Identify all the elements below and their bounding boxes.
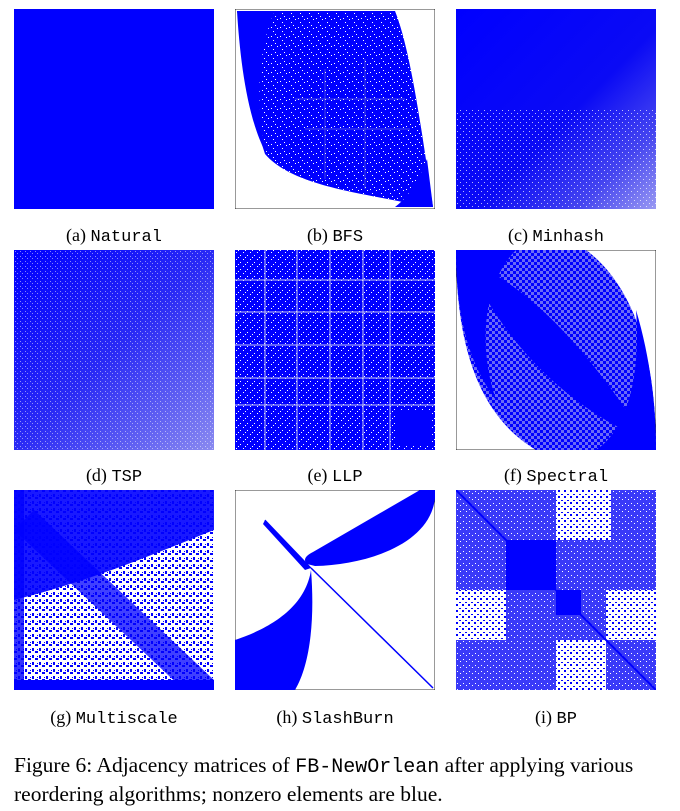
matrix-minhash-plot [456, 9, 656, 209]
matrix-bp [456, 490, 656, 690]
matrix-bfs [235, 9, 435, 209]
caption-bfs: (b) BFS [306, 225, 364, 247]
caption-tsp: (d) TSP [85, 465, 143, 487]
caption-minhash: (c) Minhash [508, 225, 604, 247]
dataset-name: FB-NewOrlean [295, 756, 440, 779]
matrix-bp-plot [456, 490, 656, 690]
matrix-llp [235, 250, 435, 450]
matrix-minhash [456, 9, 656, 209]
matrix-bfs-plot [235, 9, 435, 209]
figure-caption: Figure 6: Adjacency matrices of FB-NewOr… [14, 753, 634, 806]
caption-llp: (e) LLP [307, 465, 363, 487]
matrix-natural-plot [14, 9, 214, 209]
matrix-multiscale-plot [14, 490, 214, 690]
matrix-llp-plot [235, 250, 435, 450]
matrix-tsp [14, 250, 214, 450]
caption-multiscale: (g) Multiscale [50, 707, 178, 729]
matrix-slashburn [235, 490, 435, 690]
matrix-multiscale [14, 490, 214, 690]
caption-natural: (a) Natural [66, 225, 162, 247]
caption-bp: (i) BP [535, 707, 577, 729]
matrix-natural [14, 9, 214, 209]
matrix-spectral [456, 250, 656, 450]
matrix-spectral-plot [456, 250, 656, 450]
matrix-tsp-plot [14, 250, 214, 450]
caption-slashburn: (h) SlashBurn [276, 707, 394, 729]
caption-spectral: (f) Spectral [503, 465, 609, 487]
matrix-slashburn-plot [235, 490, 435, 690]
